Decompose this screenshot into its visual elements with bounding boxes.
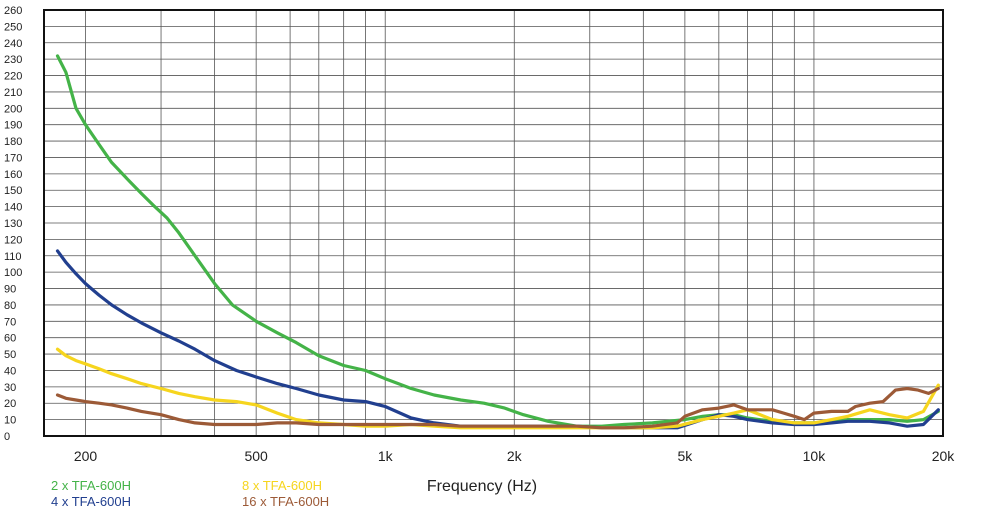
y-tick-label: 120 xyxy=(4,234,22,246)
y-tick-label: 10 xyxy=(4,415,16,427)
y-tick-label: 70 xyxy=(4,316,16,328)
y-tick-label: 140 xyxy=(4,202,22,214)
plot-frame xyxy=(43,9,944,437)
series-line-3 xyxy=(55,347,940,430)
y-tick-label: 200 xyxy=(4,103,22,115)
x-tick-label: 5k xyxy=(677,448,693,464)
series-layer xyxy=(55,54,940,430)
y-tick-label: 40 xyxy=(4,365,16,377)
x-tick-label: 200 xyxy=(74,448,98,464)
y-tick-label: 190 xyxy=(4,120,22,132)
y-tick-label: 260 xyxy=(4,5,22,17)
y-tick-label: 100 xyxy=(4,267,22,279)
x-tick-label: 20k xyxy=(932,448,956,464)
y-tick-label: 240 xyxy=(4,38,22,50)
y-tick-label: 220 xyxy=(4,71,22,83)
y-tick-label: 30 xyxy=(4,382,16,394)
legend-item-series-1: 2 x TFA-600H xyxy=(51,478,131,493)
legend-item-series-3: 8 x TFA-600H xyxy=(242,478,322,493)
x-tick-label: 500 xyxy=(244,448,268,464)
y-tick-label: 170 xyxy=(4,152,22,164)
y-tick-label: 230 xyxy=(4,54,22,66)
x-axis-label: Frequency (Hz) xyxy=(427,478,537,495)
y-tick-label: 110 xyxy=(4,251,22,263)
y-tick-label: 60 xyxy=(4,333,16,345)
y-tick-label: 160 xyxy=(4,169,22,181)
legend-item-series-2: 4 x TFA-600H xyxy=(51,494,131,509)
y-tick-label: 250 xyxy=(4,21,22,33)
y-tick-label: 50 xyxy=(4,349,16,361)
y-tick-label: 80 xyxy=(4,300,16,312)
y-tick-label: 90 xyxy=(4,284,16,296)
y-tick-label: 20 xyxy=(4,398,16,410)
x-tick-layer: 200 500 1k 2k 5k 10k 20k xyxy=(74,448,955,464)
y-tick-label: 210 xyxy=(4,87,22,99)
grid-layer xyxy=(44,9,943,437)
y-tick-label: 180 xyxy=(4,136,22,148)
x-tick-label: 1k xyxy=(378,448,394,464)
y-tick-label: 150 xyxy=(4,185,22,197)
series-line-2 xyxy=(55,249,940,430)
series-line-4 xyxy=(55,386,940,430)
y-tick-layer: 0 10 20 30 40 50 60 70 80 90 100 110 120 130 140 150 160… xyxy=(4,5,22,443)
y-tick-label: 130 xyxy=(4,218,22,230)
x-tick-label: 2k xyxy=(507,448,523,464)
y-tick-label: 0 xyxy=(4,431,10,443)
legend-item-series-4: 16 x TFA-600H xyxy=(242,494,330,509)
x-tick-label: 10k xyxy=(803,448,827,464)
